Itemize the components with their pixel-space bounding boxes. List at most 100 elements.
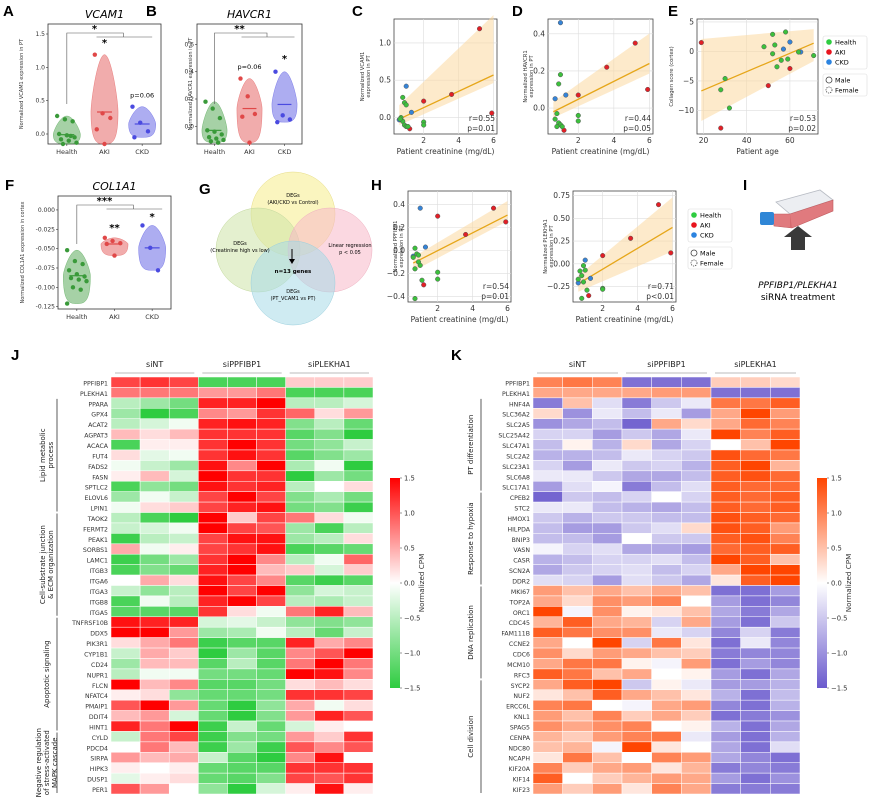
heatmap-cell [256,741,286,753]
violin-body [236,78,263,143]
heatmap-cell [710,616,741,628]
heatmap-cell [681,408,712,419]
heatmap-cell [681,772,712,784]
heatmap-cell [110,689,141,701]
x-tick-label: 6 [505,304,510,313]
heatmap-cell [740,439,771,451]
venn-arrow-head [289,259,295,264]
heatmap-cell [256,501,286,513]
heatmap-cell [740,741,771,753]
heatmap-cell [710,710,741,722]
heatmap-cell [285,376,316,388]
heatmap-cell [110,553,141,565]
heatmap-cell [285,762,316,774]
heatmap-cell [139,783,170,795]
heatmap-cell [256,574,286,586]
panel-label-f: F [5,177,14,194]
gene-label: PIK3R1 [86,641,108,648]
category-label: Lipid metabolic [39,428,47,482]
heatmap-cell [227,626,257,638]
data-point-aki [655,202,662,208]
heatmap-cell [532,595,563,607]
colorbar-tick-label: −1.0 [404,650,421,658]
heatmap-cell [681,606,712,618]
heatmap-cell [168,647,199,659]
heatmap-cell [592,606,623,618]
heatmap-cell [770,637,801,649]
data-point-aki [765,83,771,89]
gene-label: CENPA [510,735,531,742]
heatmap-cell [110,616,141,628]
scatter-plot-c: 2 4 6 0.0 0.5 1.0 r=0.55p=0.01 Patient creatini… [360,15,498,156]
data-point [64,133,70,138]
data-point [140,223,145,228]
data-point-health [718,87,724,93]
heatmap-cell [621,512,652,524]
data-point-health [796,49,802,55]
y-tick-label: 0.5 [35,98,45,105]
heatmap-cell [343,512,374,524]
heatmap-cell [681,574,712,586]
heatmap-cell [740,460,771,472]
heatmap-cell [681,564,712,576]
heatmap-cell [562,553,593,565]
y-axis-label-line1: Normalized PPFIBP1 [393,221,399,273]
y-tick-label: 0.50 [553,214,570,223]
heatmap-cell [256,752,286,763]
gene-label: PEAK1 [88,537,108,544]
gene-label: SYCP2 [511,683,530,690]
data-point [148,245,153,251]
data-point-ckd [422,244,429,250]
venn-diagram: DEGs (AKI/CKD vs Control) DEGs (Creatini… [210,171,373,326]
data-point [74,271,80,277]
y-axis-label-line1: Normalized PLEKHA1 [543,219,549,274]
heatmap-cell [256,470,286,482]
heatmap-cell [710,553,741,565]
heatmap-cell [562,720,593,732]
heatmap-cell [770,762,801,774]
heatmap-cell [285,783,316,795]
data-point [138,120,143,125]
heatmap-cell [139,460,170,472]
data-point-ckd [417,205,423,211]
heatmap-cell [256,626,286,638]
chart-title: HAVCR1 [227,8,272,21]
panel-label-b: B [146,3,157,20]
heatmap-cell [532,679,563,691]
gene-label: HILPDA [507,526,530,533]
y-tick-label: -0.125 [36,304,56,311]
heatmap-cell [256,553,286,565]
significance-star: *** [97,196,113,207]
heatmap-cell [562,397,593,409]
data-point-health [772,42,778,48]
heatmap-cell [592,585,623,597]
heatmap-cell [139,699,170,711]
heatmap-cell [168,481,199,492]
y-tick-label: -0.025 [36,226,56,233]
heatmap-cell [770,679,801,691]
data-point-ckd [563,92,569,98]
heatmap-cell [532,376,563,388]
heatmap-cell [139,397,170,409]
data-point [219,132,224,137]
heatmap-cell [314,658,345,670]
heatmap-cell [227,564,257,576]
heatmap-cell [285,772,316,784]
y-tick-label: -0.050 [36,246,56,253]
legend-top: Health AKI CKD Male Female [822,35,868,97]
heatmap-cell [343,470,374,482]
heatmap-cell [621,668,652,680]
heatmap-cell [168,491,199,503]
heatmap-cell [681,470,712,482]
heatmap-cell [592,637,623,649]
heatmap-cell [621,658,652,670]
heatmap-cell [168,543,199,555]
heatmap-cell [139,512,170,524]
heatmap-cell [562,439,593,451]
heatmap-cell [740,501,771,513]
heatmap-cell [710,470,741,482]
heatmap-cell [198,595,228,607]
data-point-health [421,122,427,128]
heatmap-cell [110,376,141,388]
heatmap-cell [592,699,623,711]
